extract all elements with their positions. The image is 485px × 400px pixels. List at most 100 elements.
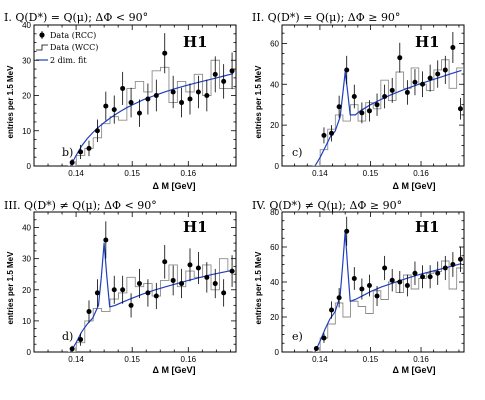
panel-4-title: IV. Q(D*) ≠ Q(μ); ΔΦ ≥ 90° [252, 199, 402, 212]
y-tick-label: 60 [270, 243, 279, 252]
rcc-point [204, 93, 210, 98]
rcc-point [457, 106, 463, 112]
panel-4-xlabel: Δ M [GeV] [393, 365, 436, 375]
rcc-point [374, 293, 380, 299]
legend-rcc-label: Data (RCC) [50, 31, 96, 40]
x-tick-label: 0.15 [124, 169, 140, 178]
legend: Data (RCC) Data (WCC) 2 dim. fit [36, 31, 98, 65]
y-tick-label: 10 [22, 317, 31, 326]
y-tick-label: 30 [22, 56, 31, 65]
rcc-point [179, 100, 185, 106]
rcc-point [179, 281, 185, 287]
y-tick-label: 0 [275, 162, 280, 171]
rcc-point [420, 274, 426, 280]
y-tick-label: 0 [275, 348, 280, 357]
rcc-point [351, 94, 357, 100]
panel-3-title: III. Q(D*) ≠ Q(μ); ΔΦ < 90° [4, 199, 157, 212]
wcc-histogram [67, 59, 236, 166]
rcc-point [170, 89, 176, 95]
panel-2-ylabel: entries per 1.5 MeV [254, 65, 263, 139]
panel-3-xlabel: Δ M [GeV] [153, 365, 196, 375]
rcc-point [329, 130, 335, 136]
rcc-point [229, 68, 235, 74]
rcc-point [162, 259, 168, 265]
rcc-point [457, 256, 463, 262]
rcc-point [382, 265, 388, 271]
rcc-point [397, 55, 403, 61]
rcc-point [229, 268, 235, 274]
x-tick-label: 0.16 [181, 355, 197, 364]
rcc-point [120, 287, 126, 293]
legend-wcc-marker [36, 44, 48, 51]
plot-area [312, 31, 464, 166]
x-tick-label: 0.16 [413, 169, 429, 178]
rcc-point [195, 89, 201, 95]
rcc-point [435, 270, 441, 276]
rcc-point [103, 237, 109, 243]
rcc-point [204, 274, 210, 280]
y-tick-label: 40 [270, 80, 279, 89]
rcc-point [187, 96, 193, 102]
rcc-point [359, 286, 365, 292]
rcc-point [389, 87, 395, 93]
rcc-point [359, 110, 365, 116]
rcc-point [212, 71, 218, 77]
rcc-point [162, 50, 168, 56]
rcc-point [382, 94, 388, 100]
x-tick-label: 0.16 [413, 355, 429, 364]
y-tick-label: 40 [22, 224, 31, 233]
rcc-point [69, 159, 75, 165]
rcc-point [78, 149, 84, 155]
panel-4-label: e) [292, 330, 303, 343]
rcc-point [336, 104, 342, 110]
plot-area [67, 33, 236, 166]
rcc-point [128, 302, 134, 308]
x-tick-label: 0.14 [68, 169, 84, 178]
y-tick-label: 0 [27, 348, 32, 357]
rcc-point [442, 67, 448, 73]
rcc-point [153, 293, 159, 299]
plot-area [312, 216, 464, 352]
y-tick-label: 20 [270, 313, 279, 322]
panel-1: 0.14 0.15 0.16 0 10 20 30 40 [22, 21, 237, 178]
panel-2-xlabel: Δ M [GeV] [393, 181, 436, 191]
y-tick-label: 20 [270, 121, 279, 130]
y-tick-label: 20 [22, 92, 31, 101]
rcc-point [427, 274, 433, 280]
fit-curve [69, 242, 234, 352]
panel-3: 0.14 0.15 0.16 0 10 20 30 40 [22, 211, 237, 364]
rcc-point [374, 102, 380, 108]
rcc-point [103, 103, 109, 109]
panel-1-label: b) [62, 146, 73, 159]
plot-area [67, 221, 236, 352]
x-tick-label: 0.14 [68, 355, 84, 364]
rcc-point [94, 128, 100, 134]
rcc-point [111, 287, 117, 293]
y-tick-label: 30 [22, 255, 31, 264]
rcc-point [450, 44, 456, 50]
rcc-point [128, 100, 134, 106]
rcc-point [404, 283, 410, 288]
rcc-point [389, 277, 395, 283]
rcc-point [321, 335, 327, 341]
y-tick-label: 80 [270, 208, 279, 217]
y-tick-label: 0 [27, 162, 32, 171]
rcc-point [344, 67, 350, 73]
rcc-point [94, 290, 100, 296]
rcc-point [187, 262, 193, 268]
panel-3-logo: H1 [183, 218, 208, 236]
x-tick-label: 0.14 [312, 169, 328, 178]
panel-1-ylabel: entries per 1.5 MeV [6, 65, 15, 139]
rcc-point [336, 295, 342, 301]
rcc-point [412, 270, 418, 276]
rcc-point [136, 281, 142, 287]
plot-frame [281, 24, 465, 167]
panel-3-label: d) [62, 330, 73, 343]
wcc-histogram [67, 258, 236, 352]
y-tick-label: 10 [22, 127, 31, 136]
rcc-point [435, 71, 441, 77]
rcc-point [120, 85, 126, 91]
rcc-point [366, 108, 372, 114]
fit-curve [314, 230, 462, 352]
rcc-point [145, 96, 151, 102]
